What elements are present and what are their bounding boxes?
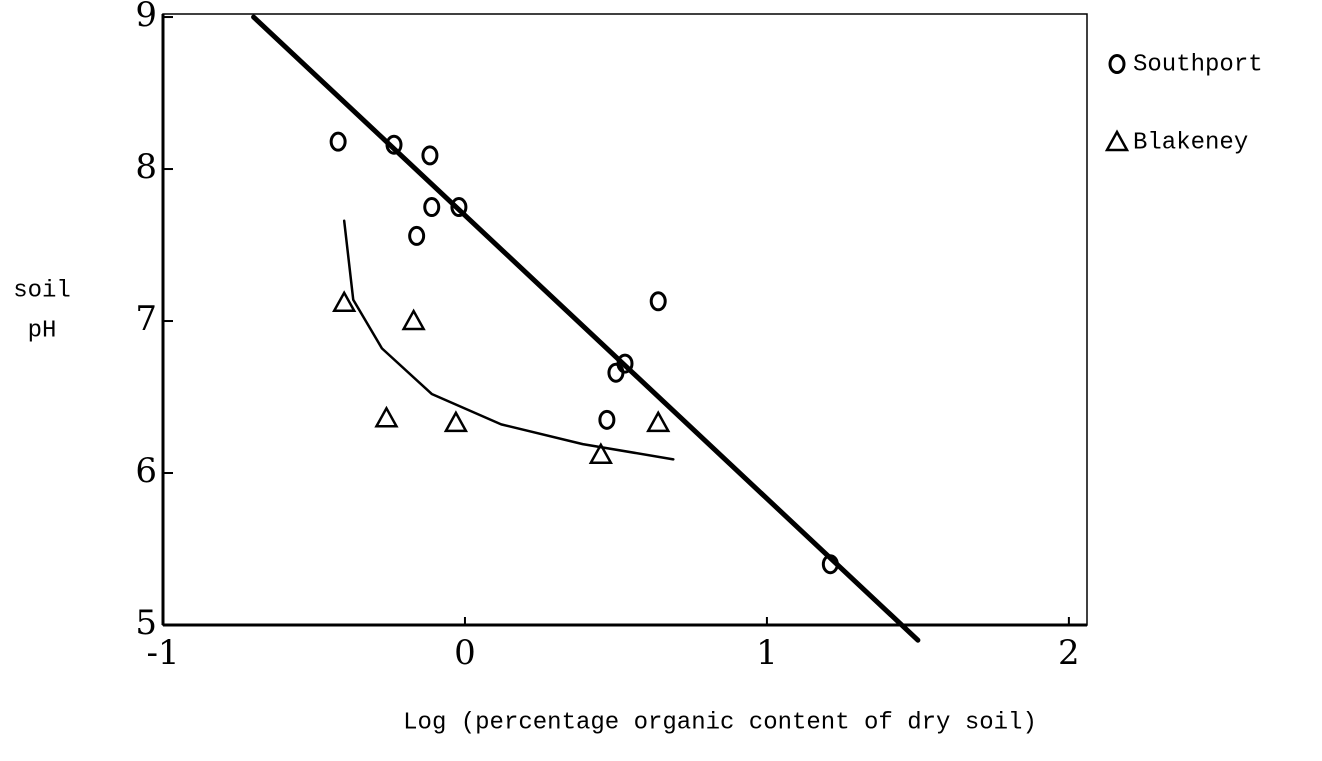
data-point [408,225,426,246]
data-point [374,405,399,428]
fit-line [342,219,675,461]
y-axis-label: soil [13,277,71,304]
data-point [443,410,469,433]
y-tick-label: 7 [135,299,157,339]
fit-line [251,14,921,643]
data-point [588,442,613,465]
data-point [646,410,671,433]
legend-marker [1104,129,1130,152]
y-tick-label: 8 [135,147,157,187]
data-point [332,290,357,313]
legend-label: Southport [1133,51,1263,78]
data-point [329,131,347,152]
data-point [450,197,468,218]
x-tick-label: 0 [454,633,476,673]
data-point [385,134,403,155]
data-point [423,197,441,218]
data-point [821,554,839,575]
legend-label: Blakeney [1133,129,1248,156]
y-axis-label: pH [28,317,57,344]
x-tick-label: 2 [1058,633,1080,673]
data-point [649,291,667,312]
y-tick-label: 5 [135,603,157,643]
plot-frame [162,13,1088,626]
x-tick-label: -1 [146,633,179,673]
x-axis-label: Log (percentage organic content of dry s… [403,709,1037,736]
data-point [421,145,439,166]
data-point [598,409,616,430]
data-point [401,308,426,331]
y-tick-label: 6 [135,451,157,491]
legend-marker [1108,54,1126,74]
y-tick-label: 9 [135,0,157,35]
data-point [607,362,625,383]
x-tick-label: 1 [756,633,778,673]
